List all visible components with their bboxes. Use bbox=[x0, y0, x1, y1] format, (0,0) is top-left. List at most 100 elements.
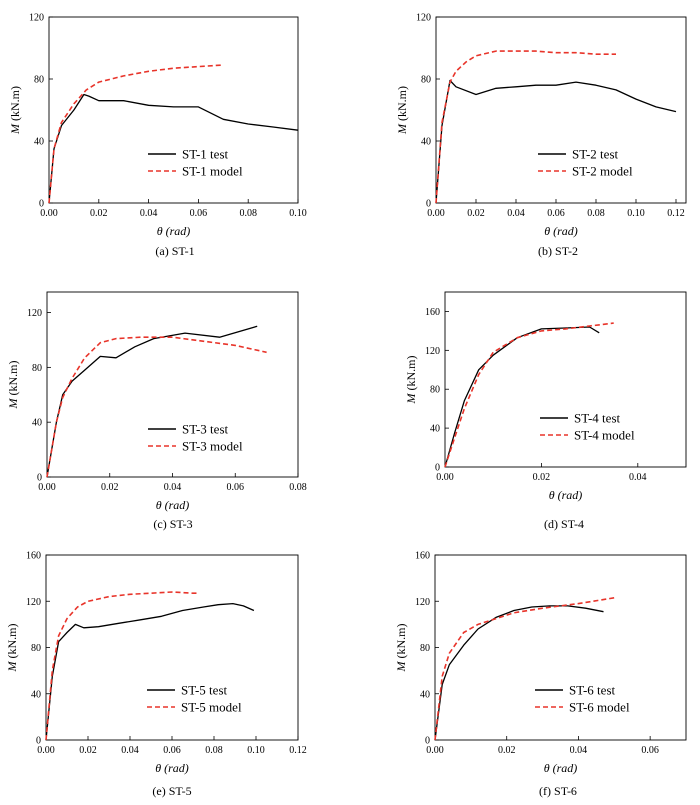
legend-label: ST-4 model bbox=[574, 428, 635, 443]
y-tick-label: 0 bbox=[435, 463, 440, 474]
panel-caption: (e) ST-5 bbox=[152, 784, 191, 798]
chart-panel-1: 0.00 0.02 0.04 0.06 0.08 0.10 0 40 80 120 M (kN.m)… bbox=[8, 13, 307, 259]
x-tick-label: 0.06 bbox=[163, 745, 181, 756]
y-axis-label: M (kN.m) bbox=[5, 624, 19, 673]
y-axis-unit: (kN.m) bbox=[6, 361, 20, 396]
series-line-test bbox=[434, 605, 604, 741]
x-tick-label: 0.02 bbox=[533, 472, 551, 483]
x-tick-label: 0.06 bbox=[641, 745, 659, 756]
y-tick-label: 0 bbox=[426, 199, 431, 210]
y-tick-label: 40 bbox=[430, 424, 440, 435]
x-axis-label: θ (rad) bbox=[544, 761, 578, 775]
legend-label: ST-3 model bbox=[182, 439, 243, 454]
y-tick-label: 80 bbox=[420, 643, 430, 654]
series-line-test bbox=[46, 325, 258, 478]
y-tick-label: 160 bbox=[425, 307, 440, 318]
chart-panel-6: 0.00 0.02 0.04 0.06 0 40 80 120 160 M (kN.m) θ (ra… bbox=[394, 551, 687, 798]
series-line-test bbox=[435, 79, 677, 204]
x-tick-label: 0.02 bbox=[101, 482, 119, 493]
y-axis-symbol: M bbox=[8, 121, 22, 135]
y-tick-label: 160 bbox=[415, 551, 430, 562]
series-line-model bbox=[444, 322, 614, 468]
plot-frame bbox=[45, 554, 299, 741]
x-axis-unit: (rad) bbox=[164, 761, 189, 775]
x-tick-label: 0.00 bbox=[436, 472, 454, 483]
chart-panel-4: 0.00 0.02 0.04 0 40 80 120 160 M (kN.m) θ (rad) ST… bbox=[404, 291, 687, 531]
x-tick-label: 0.08 bbox=[587, 208, 605, 219]
x-axis-unit: (rad) bbox=[558, 488, 583, 502]
x-axis-symbol: θ bbox=[155, 761, 164, 775]
series-line-model bbox=[46, 336, 267, 478]
series-line-model bbox=[435, 50, 616, 204]
y-tick-label: 40 bbox=[34, 137, 44, 148]
legend-label: ST-2 model bbox=[572, 164, 633, 179]
y-axis-label: M (kN.m) bbox=[395, 86, 409, 135]
x-tick-label: 0.04 bbox=[570, 745, 588, 756]
x-tick-label: 0.00 bbox=[426, 745, 444, 756]
y-tick-label: 40 bbox=[31, 689, 41, 700]
x-tick-label: 0.00 bbox=[427, 208, 445, 219]
y-tick-label: 120 bbox=[29, 13, 44, 24]
y-tick-label: 120 bbox=[26, 597, 41, 608]
y-axis-unit: (kN.m) bbox=[395, 86, 409, 121]
x-axis-symbol: θ bbox=[549, 488, 558, 502]
plot-frame bbox=[434, 554, 687, 741]
y-axis-symbol: M bbox=[5, 659, 19, 673]
panel-caption: (b) ST-2 bbox=[538, 244, 578, 258]
x-tick-label: 0.08 bbox=[205, 745, 223, 756]
x-axis-label: θ (rad) bbox=[549, 488, 583, 502]
x-tick-label: 0.06 bbox=[547, 208, 565, 219]
y-axis-unit: (kN.m) bbox=[5, 624, 19, 659]
legend-label: ST-1 test bbox=[182, 147, 228, 162]
y-tick-label: 0 bbox=[425, 736, 430, 747]
legend-label: ST-5 model bbox=[181, 700, 242, 715]
y-tick-label: 80 bbox=[34, 75, 44, 86]
x-axis-unit: (rad) bbox=[165, 498, 190, 512]
x-axis-symbol: θ bbox=[544, 224, 553, 238]
y-axis-unit: (kN.m) bbox=[8, 86, 22, 121]
legend-label: ST-3 test bbox=[182, 422, 228, 437]
x-tick-label: 0.00 bbox=[37, 745, 55, 756]
y-axis-symbol: M bbox=[404, 391, 418, 405]
y-tick-label: 80 bbox=[430, 385, 440, 396]
series-line-test bbox=[48, 93, 299, 204]
y-axis-label: M (kN.m) bbox=[8, 86, 22, 135]
legend-label: ST-1 model bbox=[182, 164, 243, 179]
y-tick-label: 40 bbox=[32, 418, 42, 429]
panel-caption: (a) ST-1 bbox=[155, 244, 194, 258]
y-tick-label: 160 bbox=[26, 551, 41, 562]
legend-label: ST-6 test bbox=[569, 683, 615, 698]
y-axis-unit: (kN.m) bbox=[404, 356, 418, 391]
y-tick-label: 120 bbox=[416, 13, 431, 24]
x-tick-label: 0.12 bbox=[667, 208, 685, 219]
panel-caption: (c) ST-3 bbox=[153, 517, 192, 531]
y-axis-label: M (kN.m) bbox=[404, 356, 418, 405]
x-tick-label: 0.04 bbox=[121, 745, 139, 756]
y-tick-label: 40 bbox=[420, 689, 430, 700]
y-tick-label: 40 bbox=[421, 137, 431, 148]
x-axis-symbol: θ bbox=[156, 498, 165, 512]
x-axis-unit: (rad) bbox=[553, 761, 578, 775]
x-tick-label: 0.02 bbox=[79, 745, 97, 756]
plot-frame bbox=[435, 16, 687, 204]
legend-label: ST-6 model bbox=[569, 700, 630, 715]
y-tick-label: 120 bbox=[425, 346, 440, 357]
x-axis-unit: (rad) bbox=[166, 224, 191, 238]
plot-frame bbox=[444, 291, 687, 468]
legend-label: ST-4 test bbox=[574, 411, 620, 426]
x-tick-label: 0.08 bbox=[239, 208, 257, 219]
y-axis-label: M (kN.m) bbox=[394, 624, 408, 673]
y-tick-label: 0 bbox=[39, 199, 44, 210]
series-line-test bbox=[45, 602, 255, 741]
x-tick-label: 0.04 bbox=[507, 208, 525, 219]
y-axis-symbol: M bbox=[394, 659, 408, 673]
y-axis-unit: (kN.m) bbox=[394, 624, 408, 659]
x-tick-label: 0.00 bbox=[38, 482, 56, 493]
panel-caption: (f) ST-6 bbox=[539, 784, 577, 798]
x-axis-label: θ (rad) bbox=[157, 224, 191, 238]
x-tick-label: 0.04 bbox=[629, 472, 647, 483]
chart-panel-3: 0.00 0.02 0.04 0.06 0.08 0 40 80 120 M (kN.m) θ (r… bbox=[6, 291, 307, 531]
panel-caption: (d) ST-4 bbox=[544, 517, 584, 531]
series-line-model bbox=[45, 591, 200, 741]
y-tick-label: 80 bbox=[31, 643, 41, 654]
